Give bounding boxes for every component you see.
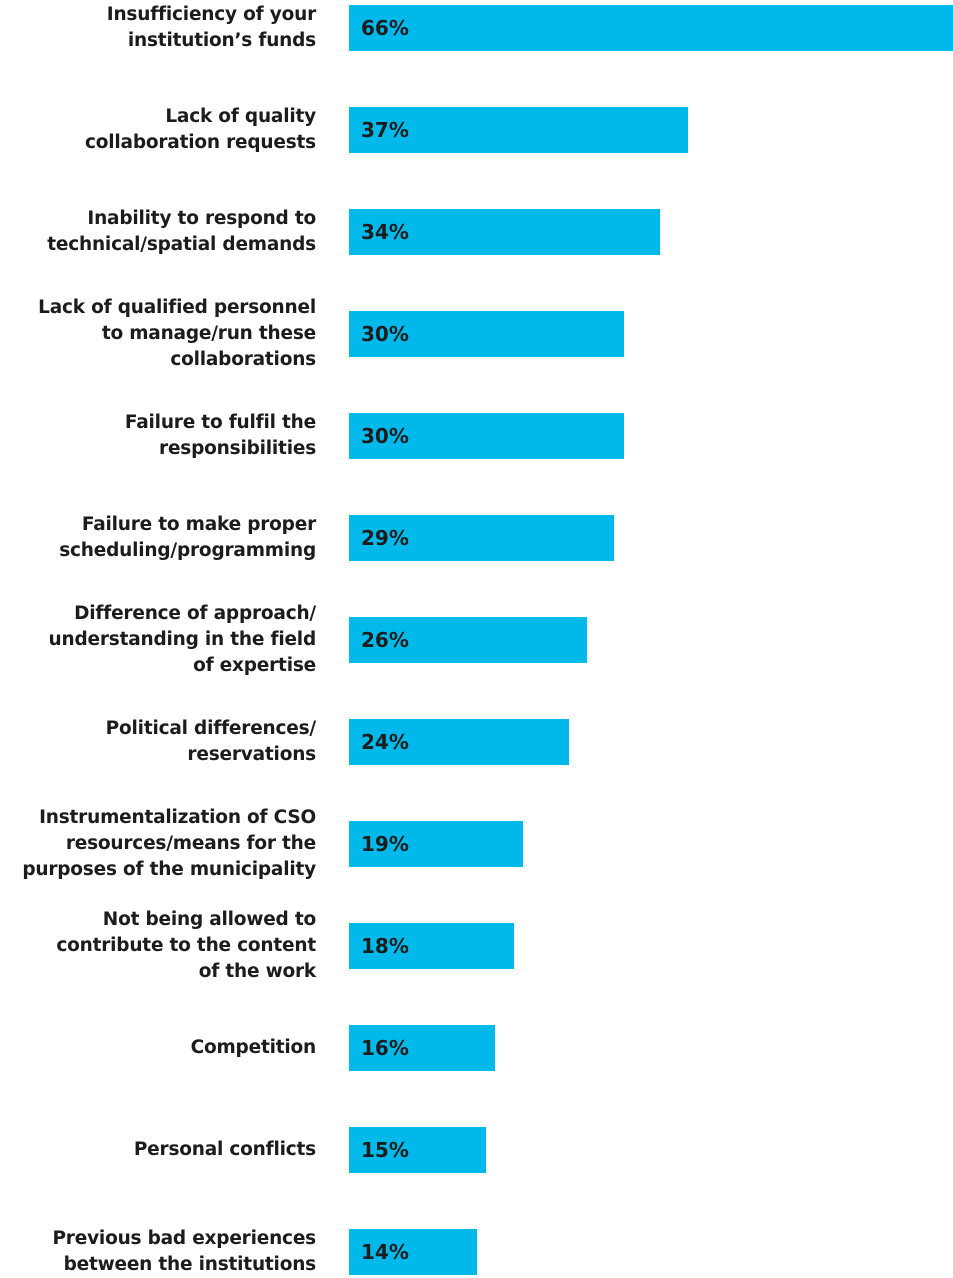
category-label: Personal conflicts xyxy=(133,1139,316,1160)
bar xyxy=(349,1229,478,1275)
bar xyxy=(349,821,523,867)
value-label: 30% xyxy=(361,322,409,346)
bar-row: Political differences/reservations 24% xyxy=(0,718,953,765)
bar-row: Failure to fulfil the responsibilities 30% xyxy=(0,412,953,459)
category-label: Inability to respond to technical/spatial… xyxy=(47,208,316,255)
bar xyxy=(349,719,569,765)
bar-row: Lack of qualified personnel to manage/run… xyxy=(0,297,953,370)
value-label: 37% xyxy=(361,118,409,142)
category-label: Not being allowed to contribute to the co… xyxy=(56,909,316,982)
category-label: Difference of approach/understanding in … xyxy=(48,603,317,676)
category-label: Political differences/reservations xyxy=(105,718,317,765)
value-label: 24% xyxy=(361,730,409,754)
bar xyxy=(349,311,624,357)
bar xyxy=(349,1025,496,1071)
bar-row: Personal conflicts 15% xyxy=(0,1127,953,1173)
value-label: 29% xyxy=(361,526,409,550)
value-label: 18% xyxy=(361,934,409,958)
value-label: 30% xyxy=(361,424,409,448)
bar xyxy=(349,413,624,459)
value-label: 19% xyxy=(361,832,409,856)
value-label: 66% xyxy=(361,16,409,40)
bar-row: Competition 16% xyxy=(0,1025,953,1071)
bar-row: Inability to respond to technical/spatial… xyxy=(0,208,953,255)
bar-row: Previous bad experiences between the inst… xyxy=(0,1228,953,1275)
bar-row: Instrumentalization of CSO resources/mean… xyxy=(0,807,953,880)
category-label: Previous bad experiences between the inst… xyxy=(52,1228,316,1275)
value-label: 14% xyxy=(361,1240,409,1264)
category-label: Instrumentalization of CSO resources/mean… xyxy=(22,807,316,880)
value-label: 26% xyxy=(361,628,409,652)
value-label: 16% xyxy=(361,1036,409,1060)
bar-row: Insufficiency of your institution’s funds… xyxy=(0,4,953,51)
category-label: Insufficiency of your institution’s funds xyxy=(106,4,316,51)
bar xyxy=(349,5,953,51)
value-label: 34% xyxy=(361,220,409,244)
bar xyxy=(349,107,688,153)
bar xyxy=(349,515,615,561)
category-label: Lack of quality collaboration requests xyxy=(84,106,316,153)
category-label: Failure to make proper scheduling/program… xyxy=(59,514,316,561)
bar-row: Not being allowed to contribute to the co… xyxy=(0,909,953,982)
category-label: Lack of qualified personnel to manage/run… xyxy=(38,297,316,370)
bar xyxy=(349,617,587,663)
bar-row: Lack of quality collaboration requests 37% xyxy=(0,106,953,153)
bar-row: Difference of approach/understanding in … xyxy=(0,603,953,676)
category-label: Failure to fulfil the responsibilities xyxy=(124,412,316,459)
bar-row: Failure to make proper scheduling/program… xyxy=(0,514,953,561)
bar xyxy=(349,923,514,969)
bar xyxy=(349,1127,487,1173)
category-label: Competition xyxy=(190,1037,317,1058)
bar xyxy=(349,209,661,255)
value-label: 15% xyxy=(361,1138,409,1162)
